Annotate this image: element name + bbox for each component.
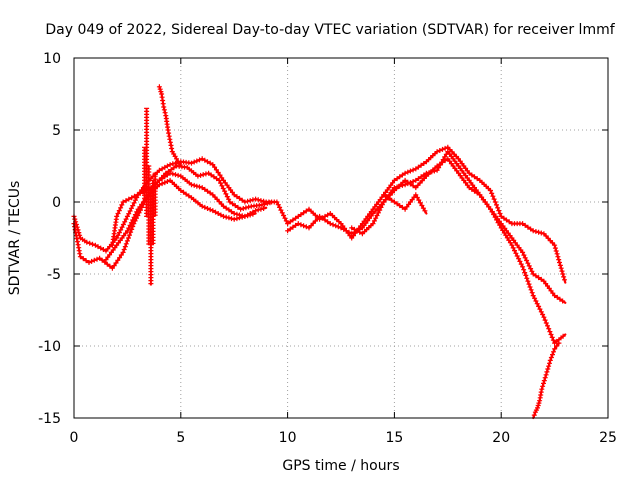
series-track-5 [156,84,182,168]
series-markers [71,156,277,254]
series-markers [349,156,566,346]
y-tick-label: -10 [38,339,61,355]
y-tick-label: -5 [47,267,61,283]
series-markers [103,177,256,263]
grid [74,58,608,418]
x-tick-label: 5 [176,430,185,446]
x-tick-label: 0 [70,430,79,446]
x-tick-label: 10 [279,430,297,446]
series-track-6 [274,144,567,284]
axis-ticks: 0 5 10 15 20 25 10 5 0 -5 -10 -15 [38,51,617,446]
x-axis-label: GPS time / hours [282,458,399,474]
y-tick-label: -15 [38,411,61,427]
series-markers [274,144,567,283]
spike-markers [148,187,154,285]
y-axis-label: SDTVAR / TECUs [7,181,23,296]
spike-markers [150,179,156,244]
x-tick-label: 20 [492,430,510,446]
y-tick-label: 10 [43,51,61,67]
chart-title: Day 049 of 2022, Sidereal Day-to-day VTE… [45,22,615,38]
spike-markers [152,172,158,216]
x-tick-label: 15 [385,430,403,446]
series-markers [531,340,562,418]
series-track-7 [285,149,567,304]
series-track-1 [71,156,278,254]
plot-frame [73,57,609,419]
series-markers [285,149,566,304]
series-markers [381,192,428,214]
x-tick-label: 25 [599,430,617,446]
series-markers [156,84,182,167]
y-tick-label: 5 [52,123,61,139]
series-line [350,157,567,345]
data-series [71,84,567,420]
spike [152,172,158,217]
series-track-9 [381,192,428,215]
y-tick-label: 0 [52,195,61,211]
series-track-8 [349,156,567,346]
series-track-10 [531,340,562,420]
series-track-4 [103,177,257,263]
